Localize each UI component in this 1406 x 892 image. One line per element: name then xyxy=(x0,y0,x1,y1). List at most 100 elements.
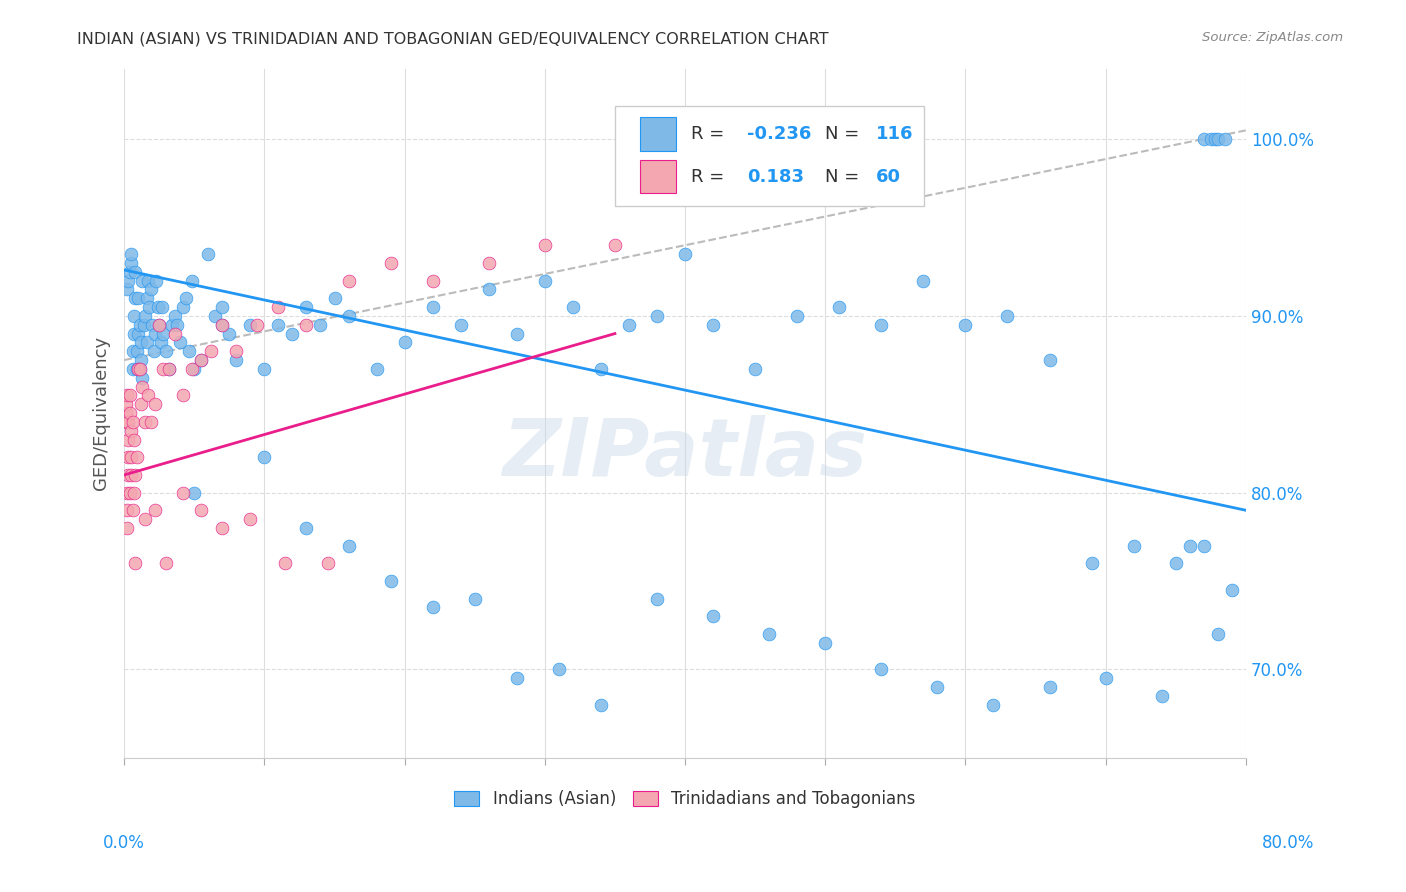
Point xyxy=(1038,353,1060,368)
Point xyxy=(450,318,472,332)
Point xyxy=(128,362,150,376)
Point xyxy=(239,512,262,526)
Point xyxy=(139,415,162,429)
Point xyxy=(645,591,668,606)
Text: R =: R = xyxy=(690,168,730,186)
Point xyxy=(1150,689,1173,703)
Point xyxy=(114,406,136,420)
Text: INDIAN (ASIAN) VS TRINIDADIAN AND TOBAGONIAN GED/EQUIVALENCY CORRELATION CHART: INDIAN (ASIAN) VS TRINIDADIAN AND TOBAGO… xyxy=(77,31,830,46)
Point xyxy=(702,318,724,332)
Point xyxy=(166,318,188,332)
Text: 80.0%: 80.0% xyxy=(1263,834,1315,852)
Point xyxy=(246,318,269,332)
Point xyxy=(115,503,138,517)
Text: -0.236: -0.236 xyxy=(747,125,811,143)
Point xyxy=(124,291,146,305)
FancyBboxPatch shape xyxy=(640,118,676,151)
Point xyxy=(323,291,346,305)
Point xyxy=(157,362,180,376)
Point xyxy=(1192,539,1215,553)
Point xyxy=(828,300,851,314)
Point xyxy=(295,300,318,314)
Point xyxy=(380,256,402,270)
Point xyxy=(927,680,949,694)
Point xyxy=(983,698,1005,712)
Point xyxy=(422,300,444,314)
Point xyxy=(152,326,174,341)
Point xyxy=(183,362,205,376)
Point xyxy=(128,318,150,332)
Point xyxy=(172,388,194,402)
Point xyxy=(121,362,143,376)
Point xyxy=(132,318,155,332)
Point xyxy=(115,388,138,402)
Point xyxy=(141,318,163,332)
Point xyxy=(464,591,486,606)
Point xyxy=(870,662,893,676)
Point xyxy=(589,698,612,712)
Point xyxy=(422,274,444,288)
Point xyxy=(127,362,149,376)
Point xyxy=(204,309,226,323)
Point xyxy=(912,274,935,288)
Point xyxy=(744,362,766,376)
Point xyxy=(115,521,138,535)
Point xyxy=(337,309,360,323)
Point xyxy=(589,362,612,376)
Point xyxy=(478,282,501,296)
Y-axis label: GED/Equivalency: GED/Equivalency xyxy=(93,336,110,490)
Point xyxy=(125,344,148,359)
Point xyxy=(120,450,142,465)
Point xyxy=(1204,132,1226,146)
Point xyxy=(127,291,149,305)
Point xyxy=(134,415,156,429)
Point xyxy=(506,326,529,341)
Point xyxy=(125,362,148,376)
Point xyxy=(169,335,191,350)
Point xyxy=(124,556,146,570)
Point xyxy=(1094,671,1116,685)
Point xyxy=(316,556,339,570)
Point xyxy=(124,265,146,279)
Point xyxy=(1199,132,1222,146)
Point xyxy=(148,318,170,332)
Point xyxy=(702,609,724,624)
Text: 116: 116 xyxy=(876,125,912,143)
Point xyxy=(211,521,233,535)
Point xyxy=(134,512,156,526)
Point xyxy=(673,247,696,261)
Point xyxy=(150,300,173,314)
Point xyxy=(295,521,318,535)
Point xyxy=(117,274,139,288)
Point xyxy=(1206,627,1229,641)
Point xyxy=(1080,556,1102,570)
Point xyxy=(225,344,247,359)
Point xyxy=(135,335,157,350)
Point xyxy=(128,362,150,376)
Legend: Indians (Asian), Trinidadians and Tobagonians: Indians (Asian), Trinidadians and Tobago… xyxy=(447,783,922,814)
Point xyxy=(1192,132,1215,146)
Point xyxy=(157,362,180,376)
Point xyxy=(478,256,501,270)
Point xyxy=(148,318,170,332)
Point xyxy=(142,344,165,359)
Point xyxy=(190,503,212,517)
Point xyxy=(145,274,167,288)
Point xyxy=(143,503,166,517)
Point xyxy=(506,671,529,685)
Point xyxy=(131,274,153,288)
Point xyxy=(120,247,142,261)
Point xyxy=(155,344,177,359)
Point xyxy=(190,353,212,368)
Point xyxy=(125,450,148,465)
Point xyxy=(118,406,141,420)
Point xyxy=(211,318,233,332)
Point xyxy=(380,574,402,588)
Text: ZIPatlas: ZIPatlas xyxy=(502,416,868,493)
Point xyxy=(253,362,276,376)
Point xyxy=(134,309,156,323)
Point xyxy=(309,318,332,332)
Point xyxy=(337,274,360,288)
Point xyxy=(121,503,143,517)
Point xyxy=(114,415,136,429)
